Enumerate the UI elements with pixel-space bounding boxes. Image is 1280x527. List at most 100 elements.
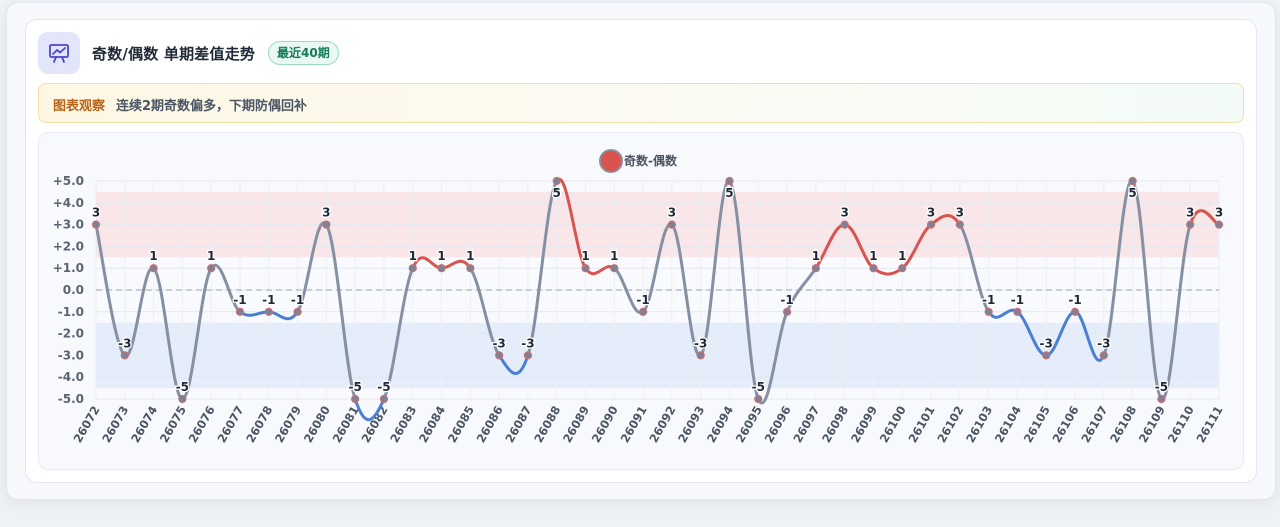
data-point <box>322 220 331 229</box>
data-point <box>1013 307 1022 316</box>
x-tick-label: 26078 <box>243 404 275 446</box>
data-point <box>552 176 561 186</box>
data-point <box>1070 307 1080 316</box>
legend: 奇数-偶数 <box>599 149 678 173</box>
series-line-segment <box>670 223 703 357</box>
data-point <box>207 264 216 273</box>
data-label: 3 <box>956 206 964 220</box>
data-label: -5 <box>348 380 361 394</box>
observation-note: 图表观察 连续2期奇数偏多，下期防偶回补 <box>38 83 1244 123</box>
x-tick-label: 26095 <box>733 404 765 446</box>
x-tick-label: 26074 <box>128 404 160 446</box>
x-tick-label: 26073 <box>99 404 131 446</box>
line-chart: +5.0 +4.0 +3.0 +2.0 +1.0 0.0 -1.0 -2.0 -3.0 -4.0 -… <box>53 149 1226 446</box>
x-tick-label: 26083 <box>387 404 419 446</box>
x-tick-label: 26075 <box>157 404 189 446</box>
series-line-segment <box>785 266 818 314</box>
data-label: 3 <box>322 206 330 220</box>
data-point <box>91 220 101 229</box>
data-label: 1 <box>581 249 589 263</box>
x-tick-label: 26094 <box>704 404 736 446</box>
data-point <box>581 264 590 273</box>
x-tick-label: 26084 <box>416 404 448 446</box>
data-label: -5 <box>752 380 765 394</box>
data-point <box>955 220 964 229</box>
x-tick-label: 26076 <box>186 404 218 446</box>
data-label: 3 <box>668 206 676 220</box>
data-point <box>667 220 676 229</box>
series-line-segment <box>94 223 127 357</box>
series-line-segment <box>324 223 357 401</box>
x-tick-label: 26110 <box>1165 404 1197 446</box>
y-tick-label: 0.0 <box>63 283 84 297</box>
data-label: -1 <box>262 293 275 307</box>
data-point <box>725 176 734 186</box>
x-tick-label: 26108 <box>1107 404 1139 446</box>
data-label: -1 <box>982 293 995 307</box>
x-tick-label: 26106 <box>1049 404 1081 446</box>
data-label: 3 <box>92 206 100 220</box>
data-point <box>293 307 302 316</box>
data-label: 1 <box>812 249 820 263</box>
y-tick-label: -1.0 <box>58 305 84 319</box>
x-tick-label: 26105 <box>1021 404 1053 446</box>
x-tick-label: 26100 <box>877 404 909 446</box>
x-tick-label: 26097 <box>790 404 822 446</box>
x-tick-label: 26092 <box>646 404 678 446</box>
series-line-segment <box>1131 179 1163 401</box>
y-tick-label: +3.0 <box>53 218 84 232</box>
data-point <box>379 394 389 404</box>
data-label: -1 <box>291 293 304 307</box>
data-point <box>495 351 504 360</box>
y-tick-label: +4.0 <box>53 196 84 210</box>
series-line-segment <box>152 266 184 401</box>
data-point <box>782 307 792 316</box>
x-tick-label: 26072 <box>70 404 102 446</box>
data-point <box>1186 220 1195 229</box>
data-label: 3 <box>840 206 848 220</box>
y-tick-label: -3.0 <box>58 348 84 362</box>
x-tick-label: 26087 <box>502 404 534 446</box>
data-point <box>437 264 446 273</box>
x-tick-label: 26102 <box>934 404 966 446</box>
y-tick-label: +5.0 <box>53 174 84 188</box>
series-line-segment <box>958 223 991 314</box>
y-tick-label: -2.0 <box>58 327 84 341</box>
panel-outer: 奇数/偶数 单期差值走势 最近40期 图表观察 连续2期奇数偏多，下期防偶回补 … <box>6 2 1276 500</box>
x-tick-label: 26096 <box>762 404 794 446</box>
legend-swatch <box>599 149 623 173</box>
x-tick-label: 26077 <box>214 404 246 446</box>
data-label: 3 <box>927 206 935 220</box>
x-tick-label: 26081 <box>330 404 362 446</box>
data-label: -3 <box>492 336 505 350</box>
data-point <box>1128 176 1137 186</box>
data-point <box>178 394 187 404</box>
x-tick-label: 26079 <box>272 404 304 446</box>
series-line-segment <box>526 179 559 357</box>
data-label: -5 <box>176 380 189 394</box>
data-label: 1 <box>610 249 618 263</box>
series-line-segment <box>353 397 386 422</box>
x-tick-label: 26099 <box>848 404 880 446</box>
legend-label: 奇数-偶数 <box>624 153 678 168</box>
y-tick-label: +2.0 <box>53 239 84 253</box>
series-line-segment <box>1159 223 1192 401</box>
series-line-segment <box>727 179 760 401</box>
x-tick-label: 26089 <box>560 404 592 446</box>
data-point <box>754 394 763 404</box>
data-point <box>811 264 820 273</box>
data-label: -1 <box>780 293 793 307</box>
data-label: 1 <box>409 249 417 263</box>
series-line-segment <box>699 179 731 357</box>
chart-area: +5.0 +4.0 +3.0 +2.0 +1.0 0.0 -1.0 -2.0 -3.0 -4.0 -… <box>38 132 1244 470</box>
x-tick-label: 26101 <box>906 404 938 446</box>
data-point <box>984 307 993 316</box>
data-point <box>235 307 245 316</box>
data-point <box>840 220 849 229</box>
data-label: -1 <box>636 293 649 307</box>
data-label: -3 <box>694 336 707 350</box>
card-title: 奇数/偶数 单期差值走势 <box>92 45 256 63</box>
data-point <box>696 351 705 360</box>
data-label: 1 <box>466 249 474 263</box>
x-tick-label: 26098 <box>819 404 851 446</box>
